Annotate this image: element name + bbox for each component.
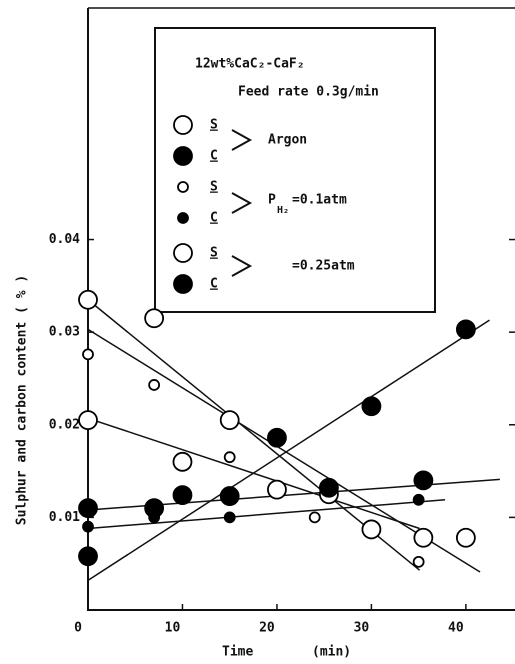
data-point: [78, 546, 98, 567]
legend-brace: [231, 192, 253, 214]
legend-entry: C: [210, 211, 218, 226]
legend-entry: C: [210, 149, 218, 164]
legend-group-label: Argon: [268, 133, 307, 148]
legend-title: 12wt%CaC₂-CaF₂: [195, 57, 305, 72]
data-point: [412, 555, 425, 568]
legend-group-sub: H₂: [277, 205, 289, 216]
legend-group-label: =0.25atm: [292, 259, 355, 274]
legend-marker: [173, 243, 193, 263]
fit-line: [87, 328, 481, 573]
legend-box: [154, 27, 436, 313]
legend-group-label: =0.1atm: [292, 193, 347, 208]
data-point: [78, 498, 98, 519]
legend-entry: S: [210, 118, 218, 133]
data-point: [78, 289, 98, 310]
data-point: [172, 451, 193, 472]
data-point: [78, 410, 98, 431]
legend-marker: [173, 115, 193, 135]
data-point: [219, 486, 240, 506]
data-point: [413, 527, 434, 548]
x-tick-label: 0: [74, 621, 82, 636]
x-axis-unit: (min): [312, 645, 351, 660]
legend-subtitle: Feed rate 0.3g/min: [238, 85, 379, 100]
data-point: [455, 319, 476, 340]
legend-marker: [177, 181, 189, 193]
x-tick-label: 20: [259, 621, 275, 636]
data-point: [219, 410, 240, 431]
y-tick-label: 0.02: [49, 417, 80, 432]
data-point: [361, 396, 382, 417]
legend-marker: [177, 212, 189, 224]
y-tick-label: 0.01: [49, 510, 80, 525]
y-axis-label: Sulphur and carbon content ( % ): [15, 275, 30, 525]
legend-marker: [173, 274, 193, 294]
legend-entry: S: [210, 246, 218, 261]
data-point: [82, 520, 94, 533]
data-point: [308, 511, 321, 524]
x-tick-label: 30: [354, 621, 370, 636]
x-tick-label: 10: [165, 621, 181, 636]
data-point: [223, 511, 236, 524]
legend-brace: [231, 255, 253, 277]
data-point: [412, 493, 425, 506]
y-tick-label: 0.04: [49, 232, 80, 247]
x-tick-label: 40: [448, 621, 464, 636]
data-point: [144, 498, 165, 519]
legend-entry: S: [210, 180, 218, 195]
data-point: [318, 477, 339, 498]
y-tick-label: 0.03: [49, 325, 80, 340]
data-point: [144, 308, 165, 329]
fit-line: [87, 417, 420, 530]
fit-line: [87, 319, 490, 581]
fit-line: [87, 499, 446, 530]
data-point: [267, 427, 287, 448]
data-point: [413, 470, 434, 491]
data-point: [148, 379, 161, 391]
legend-entry: C: [210, 277, 218, 292]
data-point: [267, 479, 287, 500]
data-point: [82, 348, 94, 361]
data-point: [455, 527, 476, 548]
legend-marker: [173, 146, 193, 166]
data-point: [172, 485, 193, 506]
legend-brace: [231, 129, 253, 151]
data-point: [361, 519, 382, 540]
legend-group-prefix: P: [268, 193, 276, 208]
x-axis-label: Time: [222, 645, 253, 660]
data-point: [223, 451, 236, 464]
